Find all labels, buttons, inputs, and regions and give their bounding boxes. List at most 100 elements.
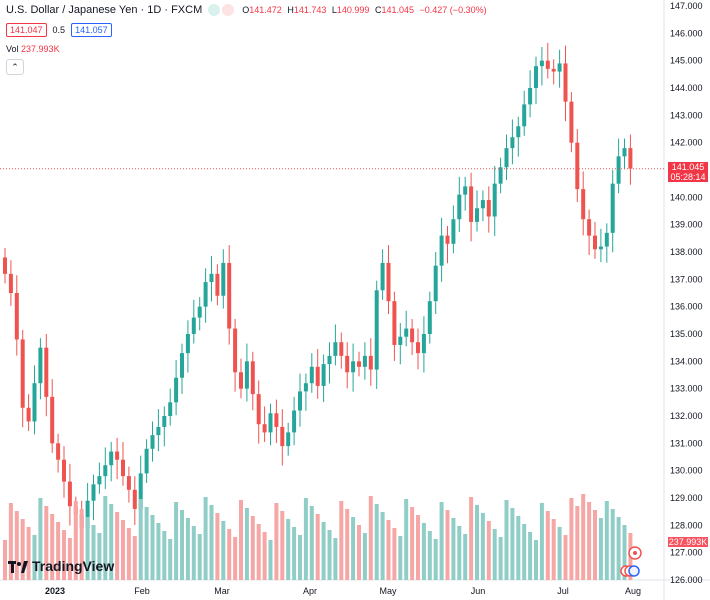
candle <box>162 416 167 427</box>
candle <box>498 167 503 184</box>
last-price-label: 141.045 05:28:14 <box>668 161 708 182</box>
volume-bar <box>445 510 450 580</box>
candle <box>56 443 61 460</box>
candle <box>62 459 66 482</box>
volume-bar <box>209 505 214 580</box>
x-tick-label: May <box>379 586 397 596</box>
candle <box>174 377 179 403</box>
volume-bar <box>480 513 485 580</box>
candle <box>156 426 161 436</box>
volume-bar <box>67 538 72 580</box>
volume-bar <box>150 515 155 580</box>
indicator-icons[interactable] <box>620 546 644 582</box>
y-tick-label: 146.000 <box>670 28 703 38</box>
candle <box>504 148 509 168</box>
volume-legend: Vol 237.993K <box>6 44 60 54</box>
volume-bar <box>492 529 497 580</box>
candle <box>303 383 308 392</box>
volume-bar <box>581 494 586 580</box>
candle <box>85 500 90 529</box>
chevron-up-icon[interactable]: ⌃ <box>6 59 24 75</box>
volume-bar <box>593 510 597 580</box>
candle <box>227 262 232 329</box>
y-tick-label: 131.000 <box>670 438 703 448</box>
volume-bar <box>85 517 90 580</box>
trade-row: 141.047 0.5 141.057 <box>6 23 112 37</box>
candle <box>492 183 497 217</box>
y-tick-label: 129.000 <box>670 493 703 503</box>
volume-bar <box>416 515 420 580</box>
volume-bar <box>457 526 462 580</box>
candle <box>321 364 326 386</box>
volume-bar <box>398 536 403 580</box>
volume-bar <box>168 539 173 580</box>
volume-bar <box>233 537 238 580</box>
y-tick-label: 130.000 <box>670 466 703 476</box>
volume-bar <box>598 518 603 580</box>
volume-bar <box>486 521 491 580</box>
volume-bar <box>174 502 179 580</box>
candle <box>109 451 114 466</box>
candle <box>404 328 409 337</box>
candle <box>292 410 297 433</box>
candle <box>545 60 550 69</box>
candle <box>203 282 208 307</box>
candle <box>250 361 255 395</box>
candle <box>244 361 249 389</box>
volume-bar <box>522 524 527 580</box>
candle <box>374 290 379 370</box>
candle <box>121 459 125 477</box>
volume-bar <box>180 510 184 580</box>
market-status[interactable] <box>208 4 236 16</box>
y-tick-label: 126.000 <box>670 575 703 585</box>
volume-bar <box>410 507 415 580</box>
candle <box>463 186 468 195</box>
menu-icon[interactable] <box>222 4 235 16</box>
candle <box>32 383 37 422</box>
candle <box>539 60 544 67</box>
candle <box>421 334 426 354</box>
volume-bar <box>185 518 190 580</box>
candle <box>20 339 25 408</box>
candle <box>180 353 184 378</box>
volume-bar <box>73 501 78 580</box>
volume-bar <box>44 506 49 580</box>
volume-bar <box>97 533 102 580</box>
volume-bar <box>268 540 273 580</box>
candle <box>209 273 214 283</box>
volume-bar <box>280 511 285 580</box>
volume-label: Vol <box>6 44 19 54</box>
candle <box>557 63 562 72</box>
buy-button[interactable]: 141.057 <box>71 23 112 37</box>
sell-button[interactable]: 141.047 <box>6 23 47 37</box>
x-tick-label: Aug <box>625 586 641 596</box>
candle <box>215 273 220 296</box>
symbol-title[interactable]: U.S. Dollar / Japanese Yen · 1D · FXCM <box>6 4 203 16</box>
volume-bar <box>433 539 438 580</box>
candle <box>262 424 267 433</box>
candle <box>8 273 13 293</box>
candle <box>522 104 527 127</box>
y-tick-label: 143.000 <box>670 110 703 120</box>
candle <box>593 235 597 250</box>
candle <box>480 200 485 209</box>
volume-bar <box>339 501 344 580</box>
volume-bar <box>38 498 43 580</box>
volume-bar <box>504 500 509 580</box>
volume-bar <box>498 537 503 580</box>
volume-bar <box>262 532 267 580</box>
x-tick-label: Jul <box>557 586 569 596</box>
volume-bar <box>62 530 66 580</box>
volume-bar <box>469 497 474 580</box>
volume-bar <box>197 534 202 580</box>
candle <box>587 219 592 236</box>
candle <box>398 336 403 345</box>
volume-bar <box>575 506 580 580</box>
volume-bar <box>463 534 468 580</box>
volume-bar <box>333 538 338 580</box>
y-tick-label: 138.000 <box>670 247 703 257</box>
candle <box>475 208 479 222</box>
y-tick-label: 142.000 <box>670 138 703 148</box>
candle <box>598 246 603 250</box>
